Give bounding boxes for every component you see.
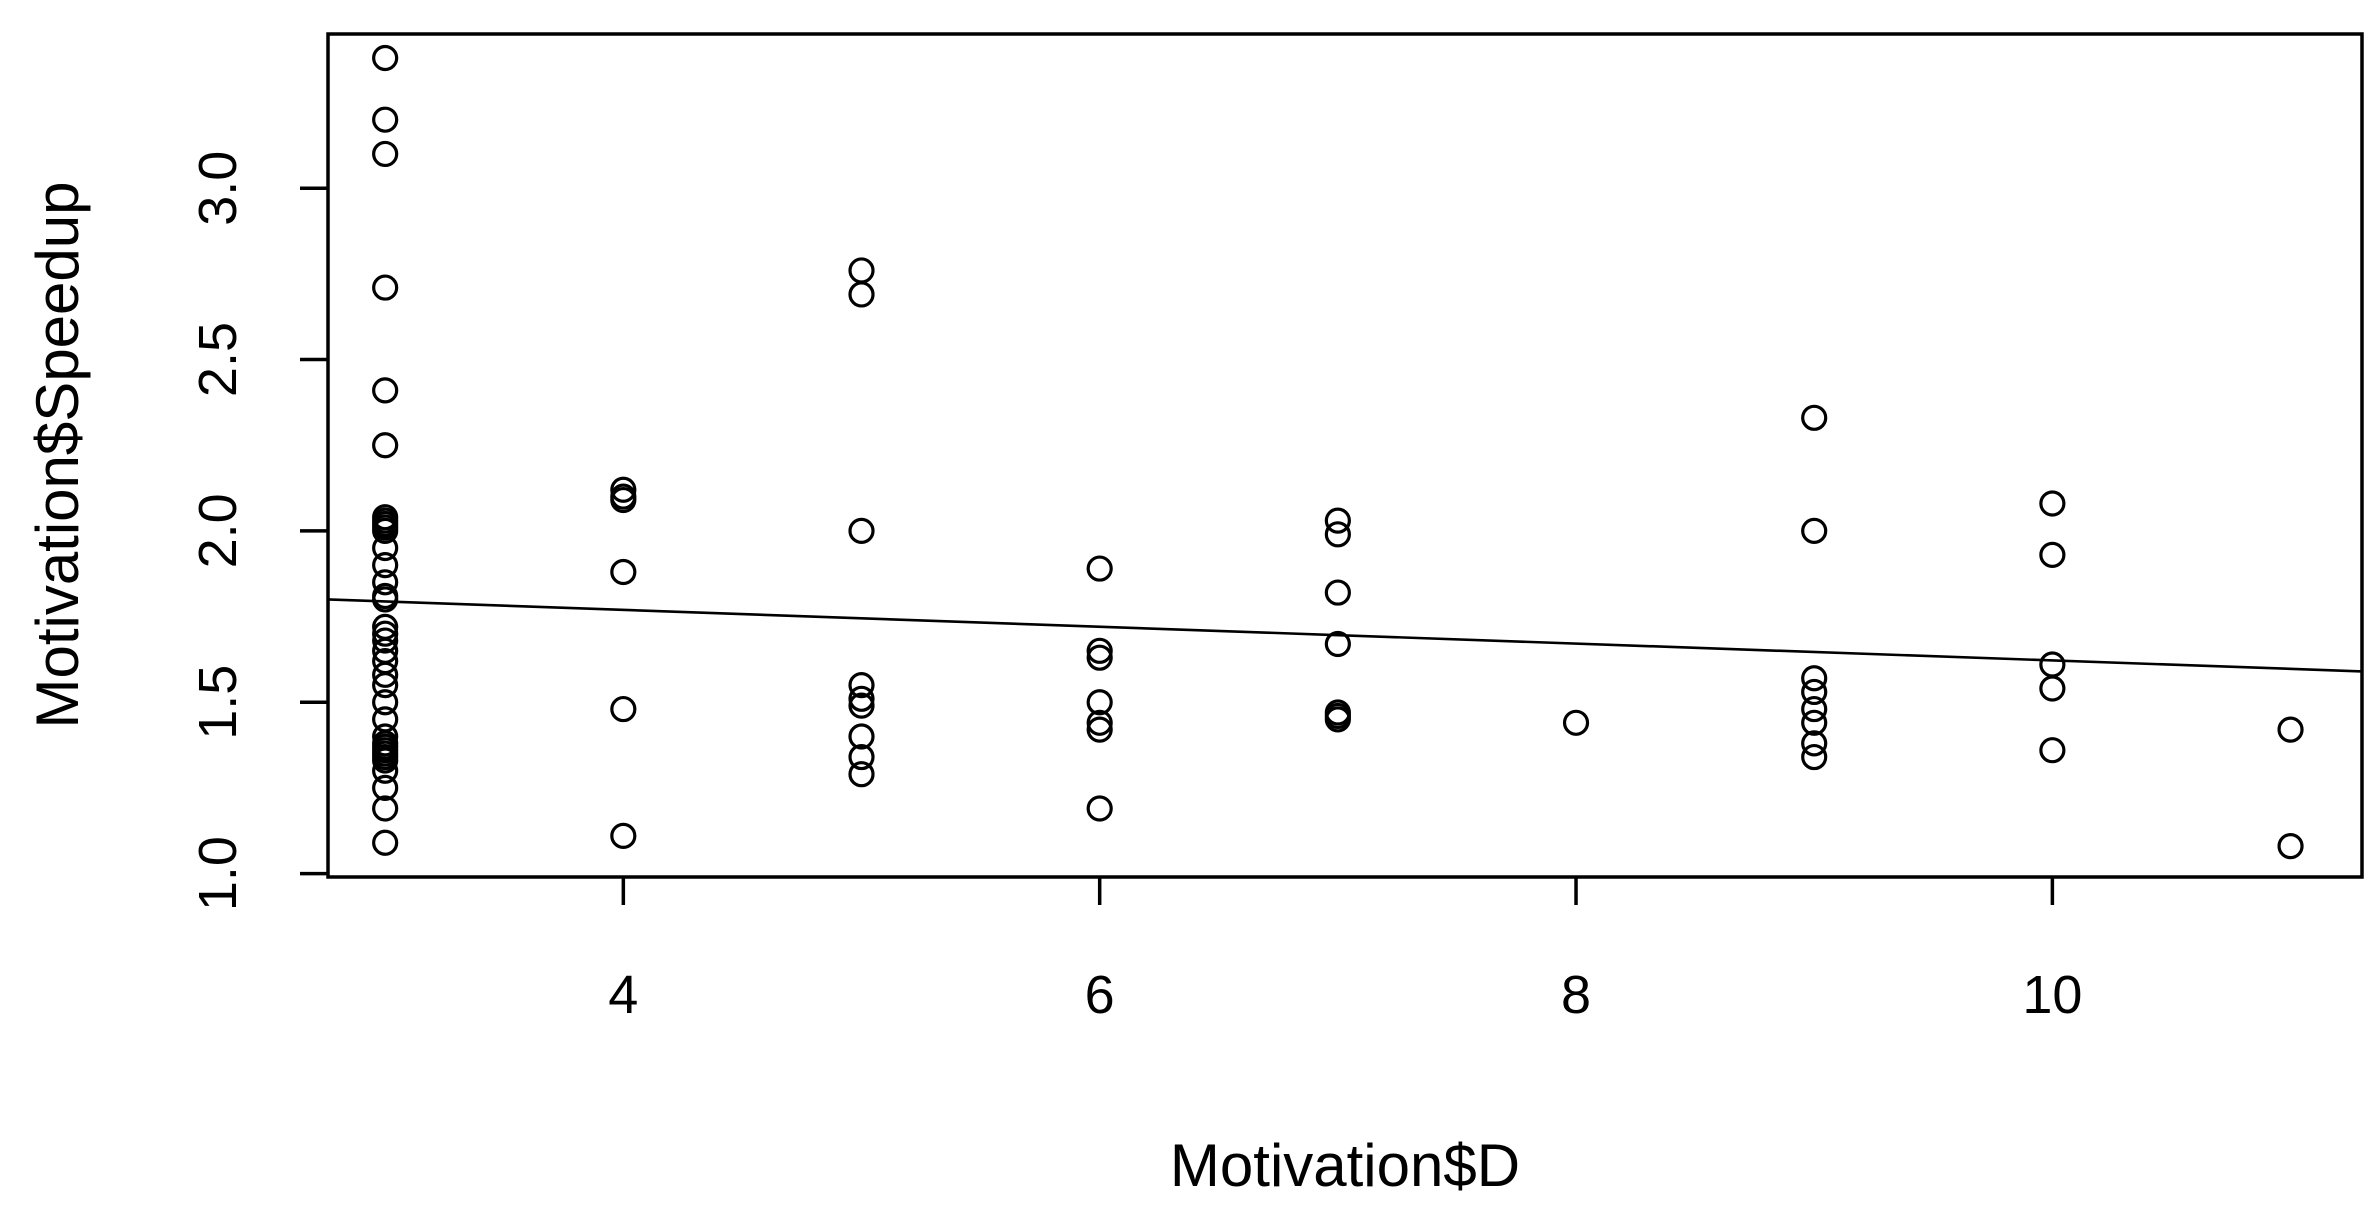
data-point [2277,833,2304,860]
x-tick-label: 8 [1561,965,1591,1025]
data-point [372,534,399,562]
data-point [1324,706,1351,733]
data-point [372,627,399,654]
data-point [1086,644,1113,671]
data-point [1324,630,1351,658]
data-point [1086,637,1113,664]
y-tick-label: 1.5 [188,665,248,740]
x-axis: 4 6 8 10 [608,877,2082,1025]
data-point [1086,555,1113,582]
data-point [1086,716,1113,743]
data-point [372,517,399,544]
y-tick-label: 3.0 [188,151,248,226]
data-point [372,432,399,459]
data-points [372,44,2304,860]
data-point [372,774,399,802]
x-tick-label: 10 [2022,965,2082,1025]
data-point [848,281,875,308]
data-point [372,586,399,613]
data-point [848,692,875,719]
x-tick-label: 4 [608,965,638,1025]
data-point [1801,678,1828,706]
data-point [1801,404,1828,431]
data-point [1086,709,1113,736]
data-point [848,671,875,699]
x-axis-title: Motivation$D [1170,1132,1520,1199]
data-point [1801,743,1828,771]
data-point [372,274,399,301]
data-point [848,723,875,750]
y-tick-label: 1.0 [188,836,248,911]
data-point [1086,689,1113,716]
data-point [848,685,875,712]
data-point [372,757,399,784]
data-point [610,695,637,723]
data-point [372,44,399,72]
data-point [372,671,399,699]
data-point [372,569,399,596]
y-tick-label: 2.5 [188,322,248,397]
data-point [1562,709,1590,736]
data-point [372,552,399,579]
data-point [1801,517,1828,544]
data-point [372,377,399,404]
data-point [1801,730,1828,757]
data-point [372,689,399,716]
data-point [610,476,637,503]
x-tick-label: 6 [1085,965,1115,1025]
data-point [1324,521,1351,548]
data-point [1801,665,1828,692]
regression-line-group [327,598,2363,673]
y-axis-title: Motivation$Speedup [24,181,91,728]
data-point [1801,695,1828,723]
data-point [372,747,399,774]
regression-line [327,598,2363,673]
data-point [848,743,875,771]
data-point [2039,675,2066,702]
y-axis: 1.0 1.5 2.0 2.5 3.0 [188,151,328,911]
data-point [372,829,399,856]
data-point [848,517,875,544]
data-point [372,620,399,647]
data-point [372,795,399,822]
data-point [372,106,399,133]
data-point [610,486,637,514]
data-point [848,761,875,788]
data-point [2277,716,2304,743]
y-tick-label: 2.0 [188,493,248,568]
data-point [610,822,637,849]
data-point [2039,737,2066,764]
data-point [2039,490,2066,517]
data-point [610,558,637,586]
data-point [1086,795,1113,822]
data-point [372,140,399,168]
data-point [2039,541,2066,568]
data-point [1801,709,1828,736]
data-point [1324,579,1351,606]
data-point [372,661,399,688]
data-point [1324,507,1351,534]
plot-frame [326,32,2364,879]
